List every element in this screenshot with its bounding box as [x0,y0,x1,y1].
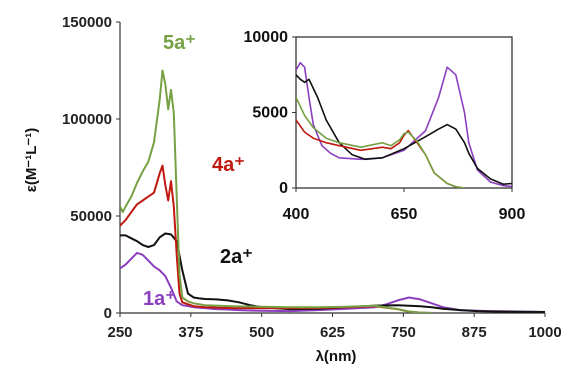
main-xtick-label: 375 [178,324,203,341]
main-xtick-label: 500 [249,324,274,341]
inset-xtick-label: 900 [499,206,526,223]
series-label-2a: 2a⁺ [220,246,253,268]
x-axis-title: λ(nm) [316,348,357,365]
inset-chart: 400 650 900 0 5000 10000 [244,29,526,223]
main-series-line-3 [120,69,432,313]
main-xtick-label: 1000 [528,324,561,341]
series-label-4a: 4a⁺ [212,154,245,176]
main-ytick-label: 50000 [70,208,112,225]
inset-xtick-label: 400 [283,206,310,223]
inset-ytick-label: 5000 [252,105,288,122]
series-label-1a: 1a⁺ [143,288,176,310]
inset-series-line-1 [296,74,512,185]
inset-frame [295,36,513,189]
main-xtick-label: 250 [107,324,132,341]
series-label-5a: 5a⁺ [163,32,196,54]
series-labels: 5a⁺ 4a⁺ 2a⁺ 1a⁺ [143,32,253,310]
main-series-line-1 [120,232,545,313]
main-ytick-label: 150000 [62,14,112,31]
y-axis-title: ε(M⁻¹L⁻¹) [23,128,40,193]
inset-ytick-label: 0 [279,180,288,197]
inset-ytick-label: 10000 [244,29,289,46]
main-ytick-label: 100000 [62,111,112,128]
main-series-line-0 [120,251,545,313]
main-ytick-label: 0 [104,305,112,322]
main-chart: 250 375 500 625 750 875 1000050000100000150000… [23,14,562,365]
inset-xtick-label: 650 [391,206,418,223]
inset-series-line-3 [296,97,465,188]
main-xtick-label: 750 [391,324,416,341]
main-xtick-label: 625 [320,324,345,341]
main-xtick-label: 875 [462,324,487,341]
